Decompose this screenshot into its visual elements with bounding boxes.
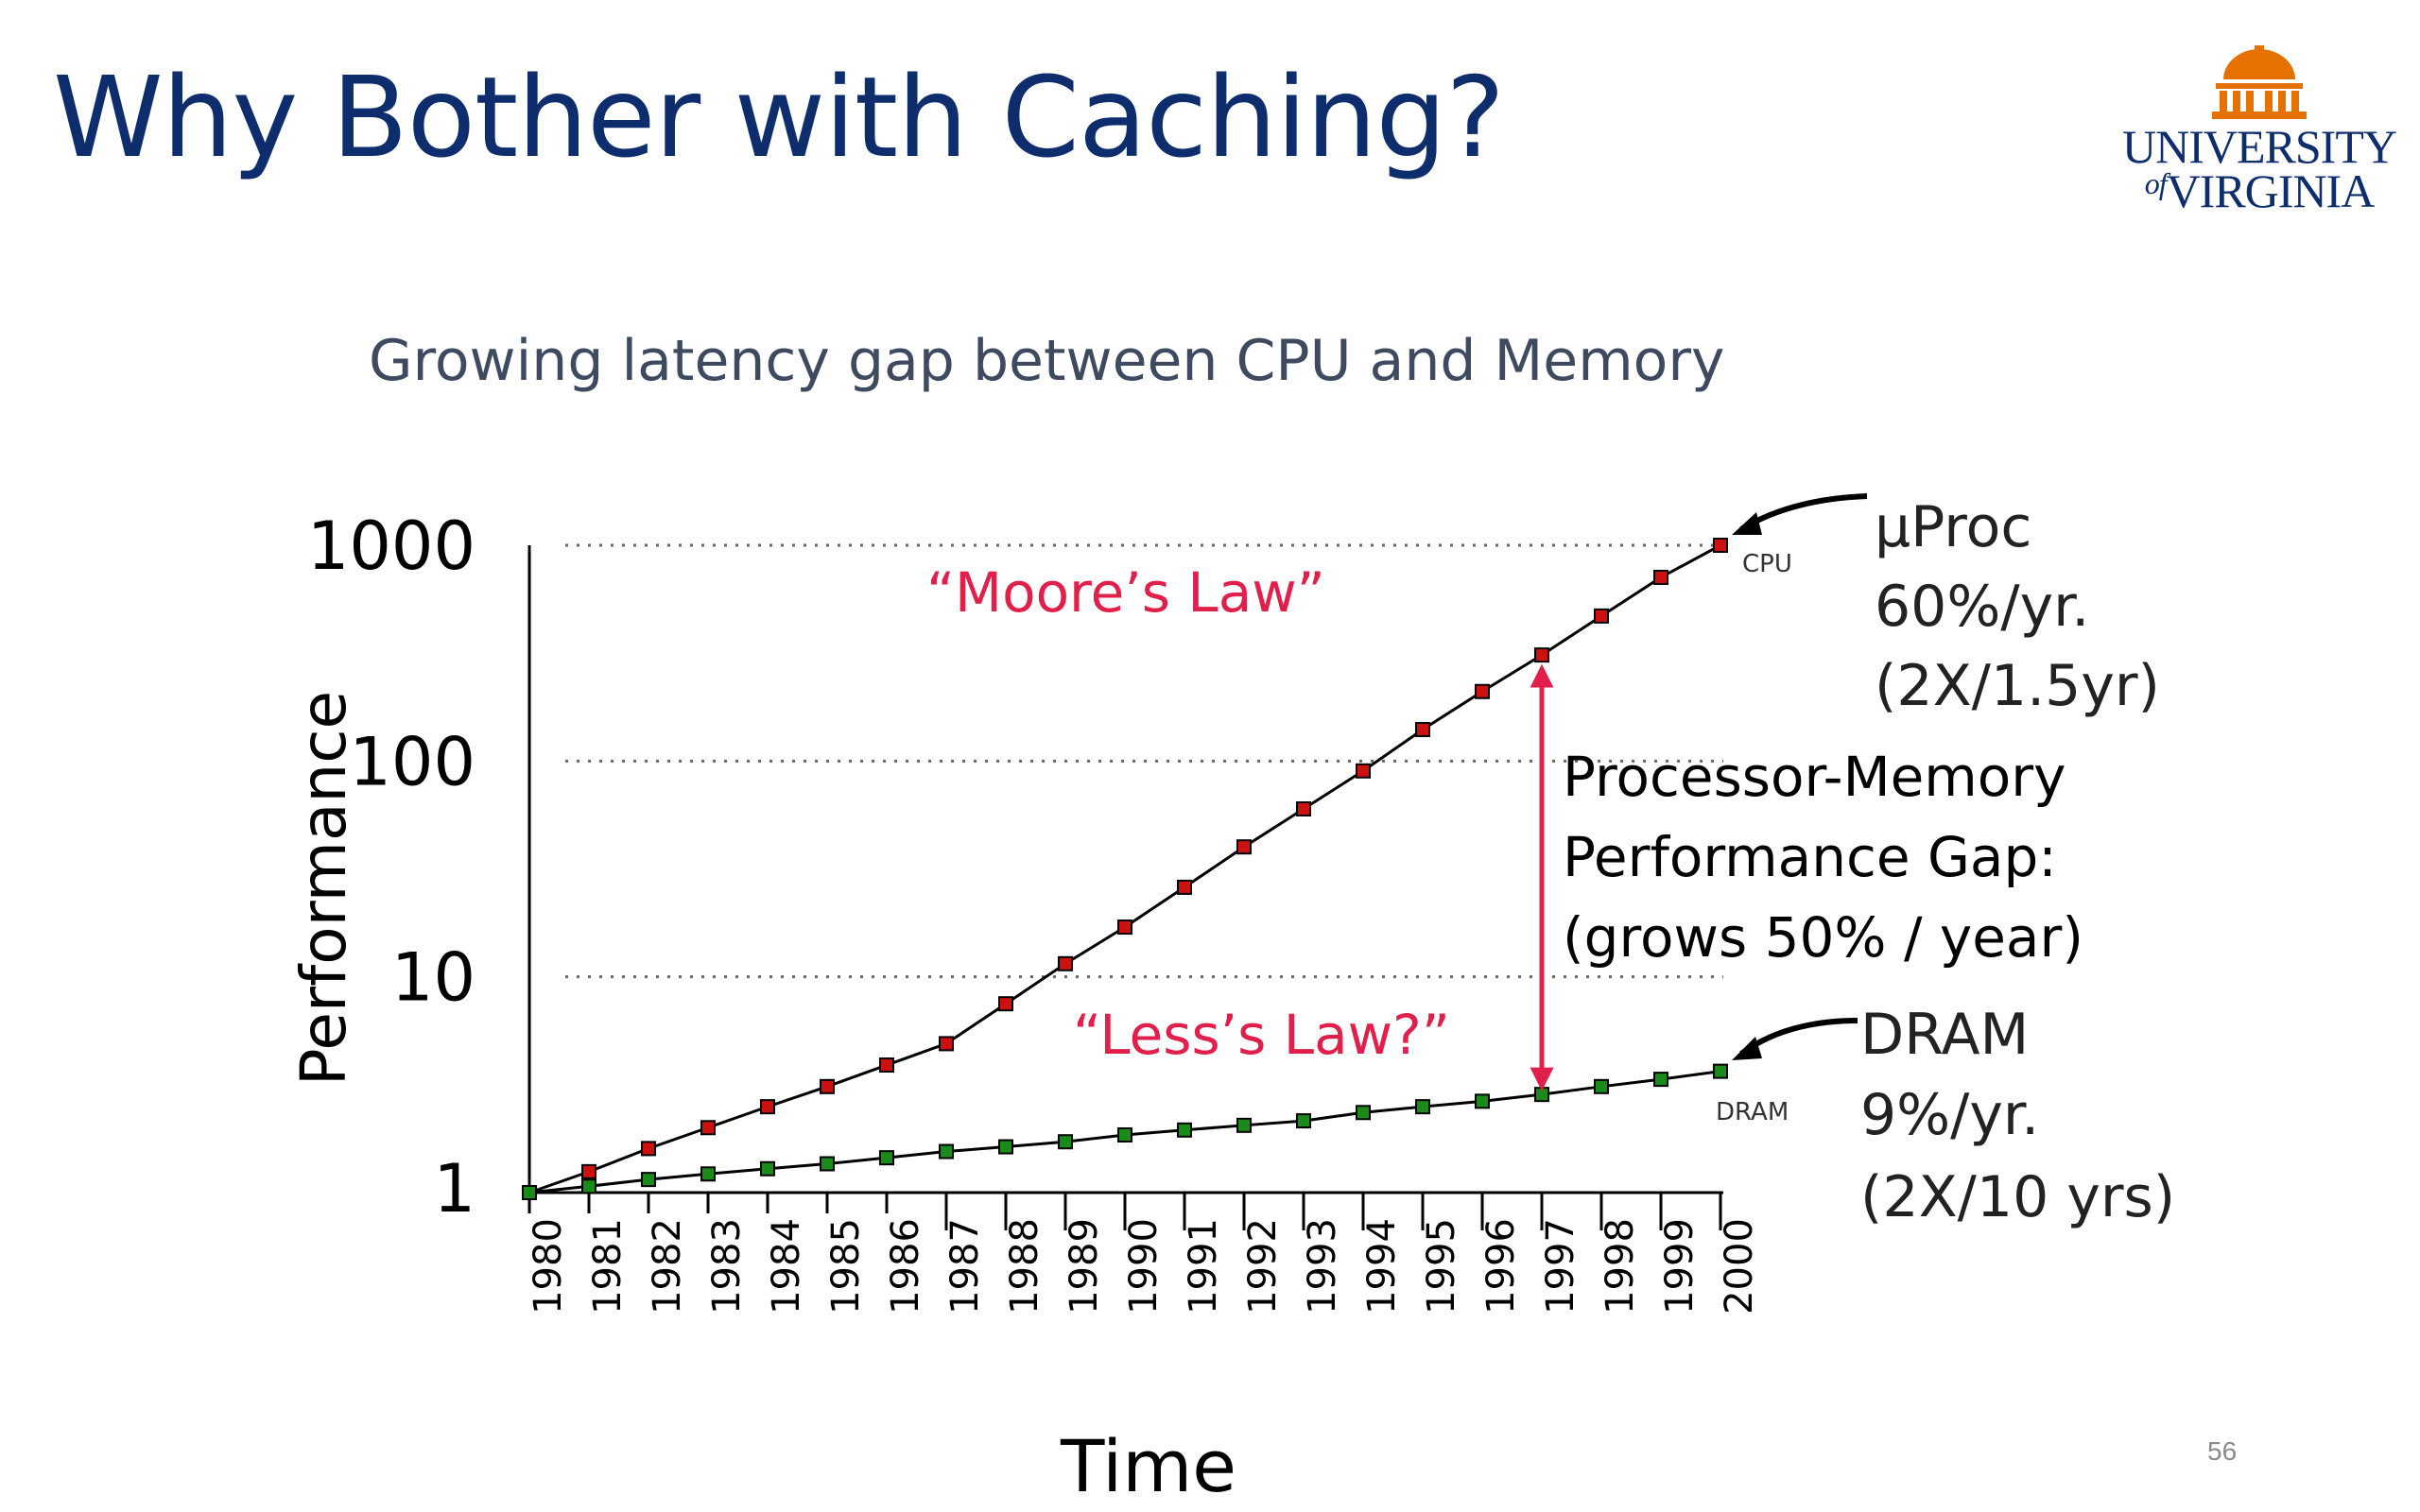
x-tick-label: 1997 [1539,1218,1582,1314]
data-point-dram [1296,1113,1311,1129]
data-point-cpu [1117,919,1132,936]
y-axis-label: Performance [287,691,360,1086]
x-tick-label: 1999 [1658,1218,1702,1314]
x-tick-label: 1988 [1003,1218,1046,1314]
data-point-dram [1356,1105,1371,1121]
cpu-tag: CPU [1742,550,1792,578]
data-point-dram [1177,1122,1192,1138]
data-point-dram [700,1166,716,1182]
gap-label-line1: Processor-Memory [1563,745,2066,809]
data-point-cpu [1177,879,1192,895]
uproc-doubling: (2X/1.5yr) [1875,653,2160,719]
data-point-cpu [998,996,1013,1012]
data-point-cpu [641,1141,656,1157]
x-ticks: 1980 1981 1982 1983 1984 1985 1986 1987 1988 1989… [527,1193,1761,1314]
uproc-arrowhead-icon [1732,512,1762,535]
data-point-cpu [939,1036,954,1052]
y-tick-label: 10 [391,939,475,1017]
logo-text-university: UNIVERSITY [2122,120,2397,173]
gap-label-line3: (grows 50% / year) [1563,905,2083,970]
data-point-cpu [1236,839,1252,855]
data-point-dram [1713,1063,1728,1079]
dram-rate: 9%/yr. [1860,1082,2039,1148]
data-point-dram [1117,1126,1132,1143]
x-tick-label: 1981 [586,1218,630,1314]
data-point-cpu [1058,955,1073,971]
data-point-cpu [700,1120,716,1136]
data-point-cpu [581,1163,596,1179]
data-point-dram [939,1143,954,1160]
data-point-dram [820,1156,835,1172]
data-point-cpu [1594,608,1609,624]
data-point-dram [522,1185,537,1200]
data-point-dram [1594,1078,1609,1094]
less-law-label: “Less’s Law?” [1073,1003,1450,1067]
data-point-cpu [820,1078,835,1094]
data-point-cpu [879,1057,894,1074]
gap-label-line2: Performance Gap: [1563,825,2057,889]
data-point-dram [1534,1087,1549,1103]
y-tick-label: 1 [433,1150,475,1228]
x-tick-label: 1987 [943,1218,987,1314]
series-markers [522,538,1728,1200]
uproc-pointer-arrow [1739,493,1868,532]
dram-tag: DRAM [1716,1098,1789,1126]
x-tick-label: 1994 [1360,1218,1404,1314]
x-tick-label: 1996 [1479,1218,1523,1314]
x-tick-label: 1995 [1420,1218,1463,1314]
data-point-dram [1058,1134,1073,1150]
data-point-cpu [760,1099,775,1115]
data-point-dram [760,1160,775,1177]
data-point-dram [641,1172,656,1188]
x-tick-label: 1990 [1122,1218,1166,1314]
data-point-cpu [1356,763,1371,779]
page-number: 56 [2207,1436,2238,1466]
x-tick-label: 1985 [824,1218,868,1314]
data-point-dram [1415,1099,1430,1115]
data-point-cpu [1296,800,1311,816]
x-tick-label: 1991 [1182,1218,1225,1314]
dram-arrowhead-icon [1732,1037,1762,1060]
x-tick-label: 2000 [1718,1218,1761,1314]
moores-law-label: “Moore’s Law” [926,560,1325,625]
x-axis-label: Time [1060,1424,1236,1508]
y-tick-label: 100 [349,723,475,800]
data-point-cpu [1713,538,1728,553]
slide-subtitle: Growing latency gap between CPU and Memo… [369,328,1725,394]
university-logo: UNIVERSITY ofVIRGINIA [2118,45,2401,218]
data-point-dram [879,1150,894,1166]
rotunda-icon [2212,45,2307,119]
data-point-dram [581,1178,596,1194]
x-tick-label: 1993 [1301,1218,1344,1314]
dram-label: DRAM [1860,1002,2029,1068]
logo-text-virginia-word: VIRGINIA [2166,164,2376,217]
x-tick-label: 1980 [527,1218,570,1314]
data-point-cpu [1534,647,1549,663]
logo-text-of: of [2144,166,2168,200]
data-point-dram [1236,1117,1252,1133]
data-point-dram [1653,1072,1668,1088]
data-point-cpu [1415,721,1430,737]
x-tick-label: 1989 [1063,1218,1106,1314]
slide-title: Why Bother with Caching? [53,52,1505,182]
dram-doubling: (2X/10 yrs) [1860,1164,2175,1230]
data-point-dram [1475,1093,1490,1109]
x-tick-label: 1983 [705,1218,749,1314]
x-tick-label: 1992 [1241,1218,1285,1314]
data-point-cpu [1475,683,1490,699]
uproc-label: µProc [1875,494,2031,560]
y-tick-labels: 1 10 100 1000 [307,507,475,1228]
x-tick-label: 1998 [1599,1218,1642,1314]
x-tick-label: 1984 [765,1218,808,1314]
data-point-dram [998,1139,1013,1155]
y-tick-label: 1000 [307,507,475,585]
x-tick-label: 1982 [646,1218,689,1314]
data-point-cpu [1653,569,1668,585]
logo-text-virginia: ofVIRGINIA [2118,163,2401,218]
x-tick-label: 1986 [884,1218,927,1314]
uproc-rate: 60%/yr. [1875,574,2089,640]
